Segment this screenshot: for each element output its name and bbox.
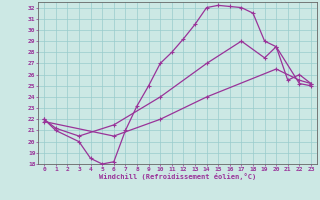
- X-axis label: Windchill (Refroidissement éolien,°C): Windchill (Refroidissement éolien,°C): [99, 173, 256, 180]
